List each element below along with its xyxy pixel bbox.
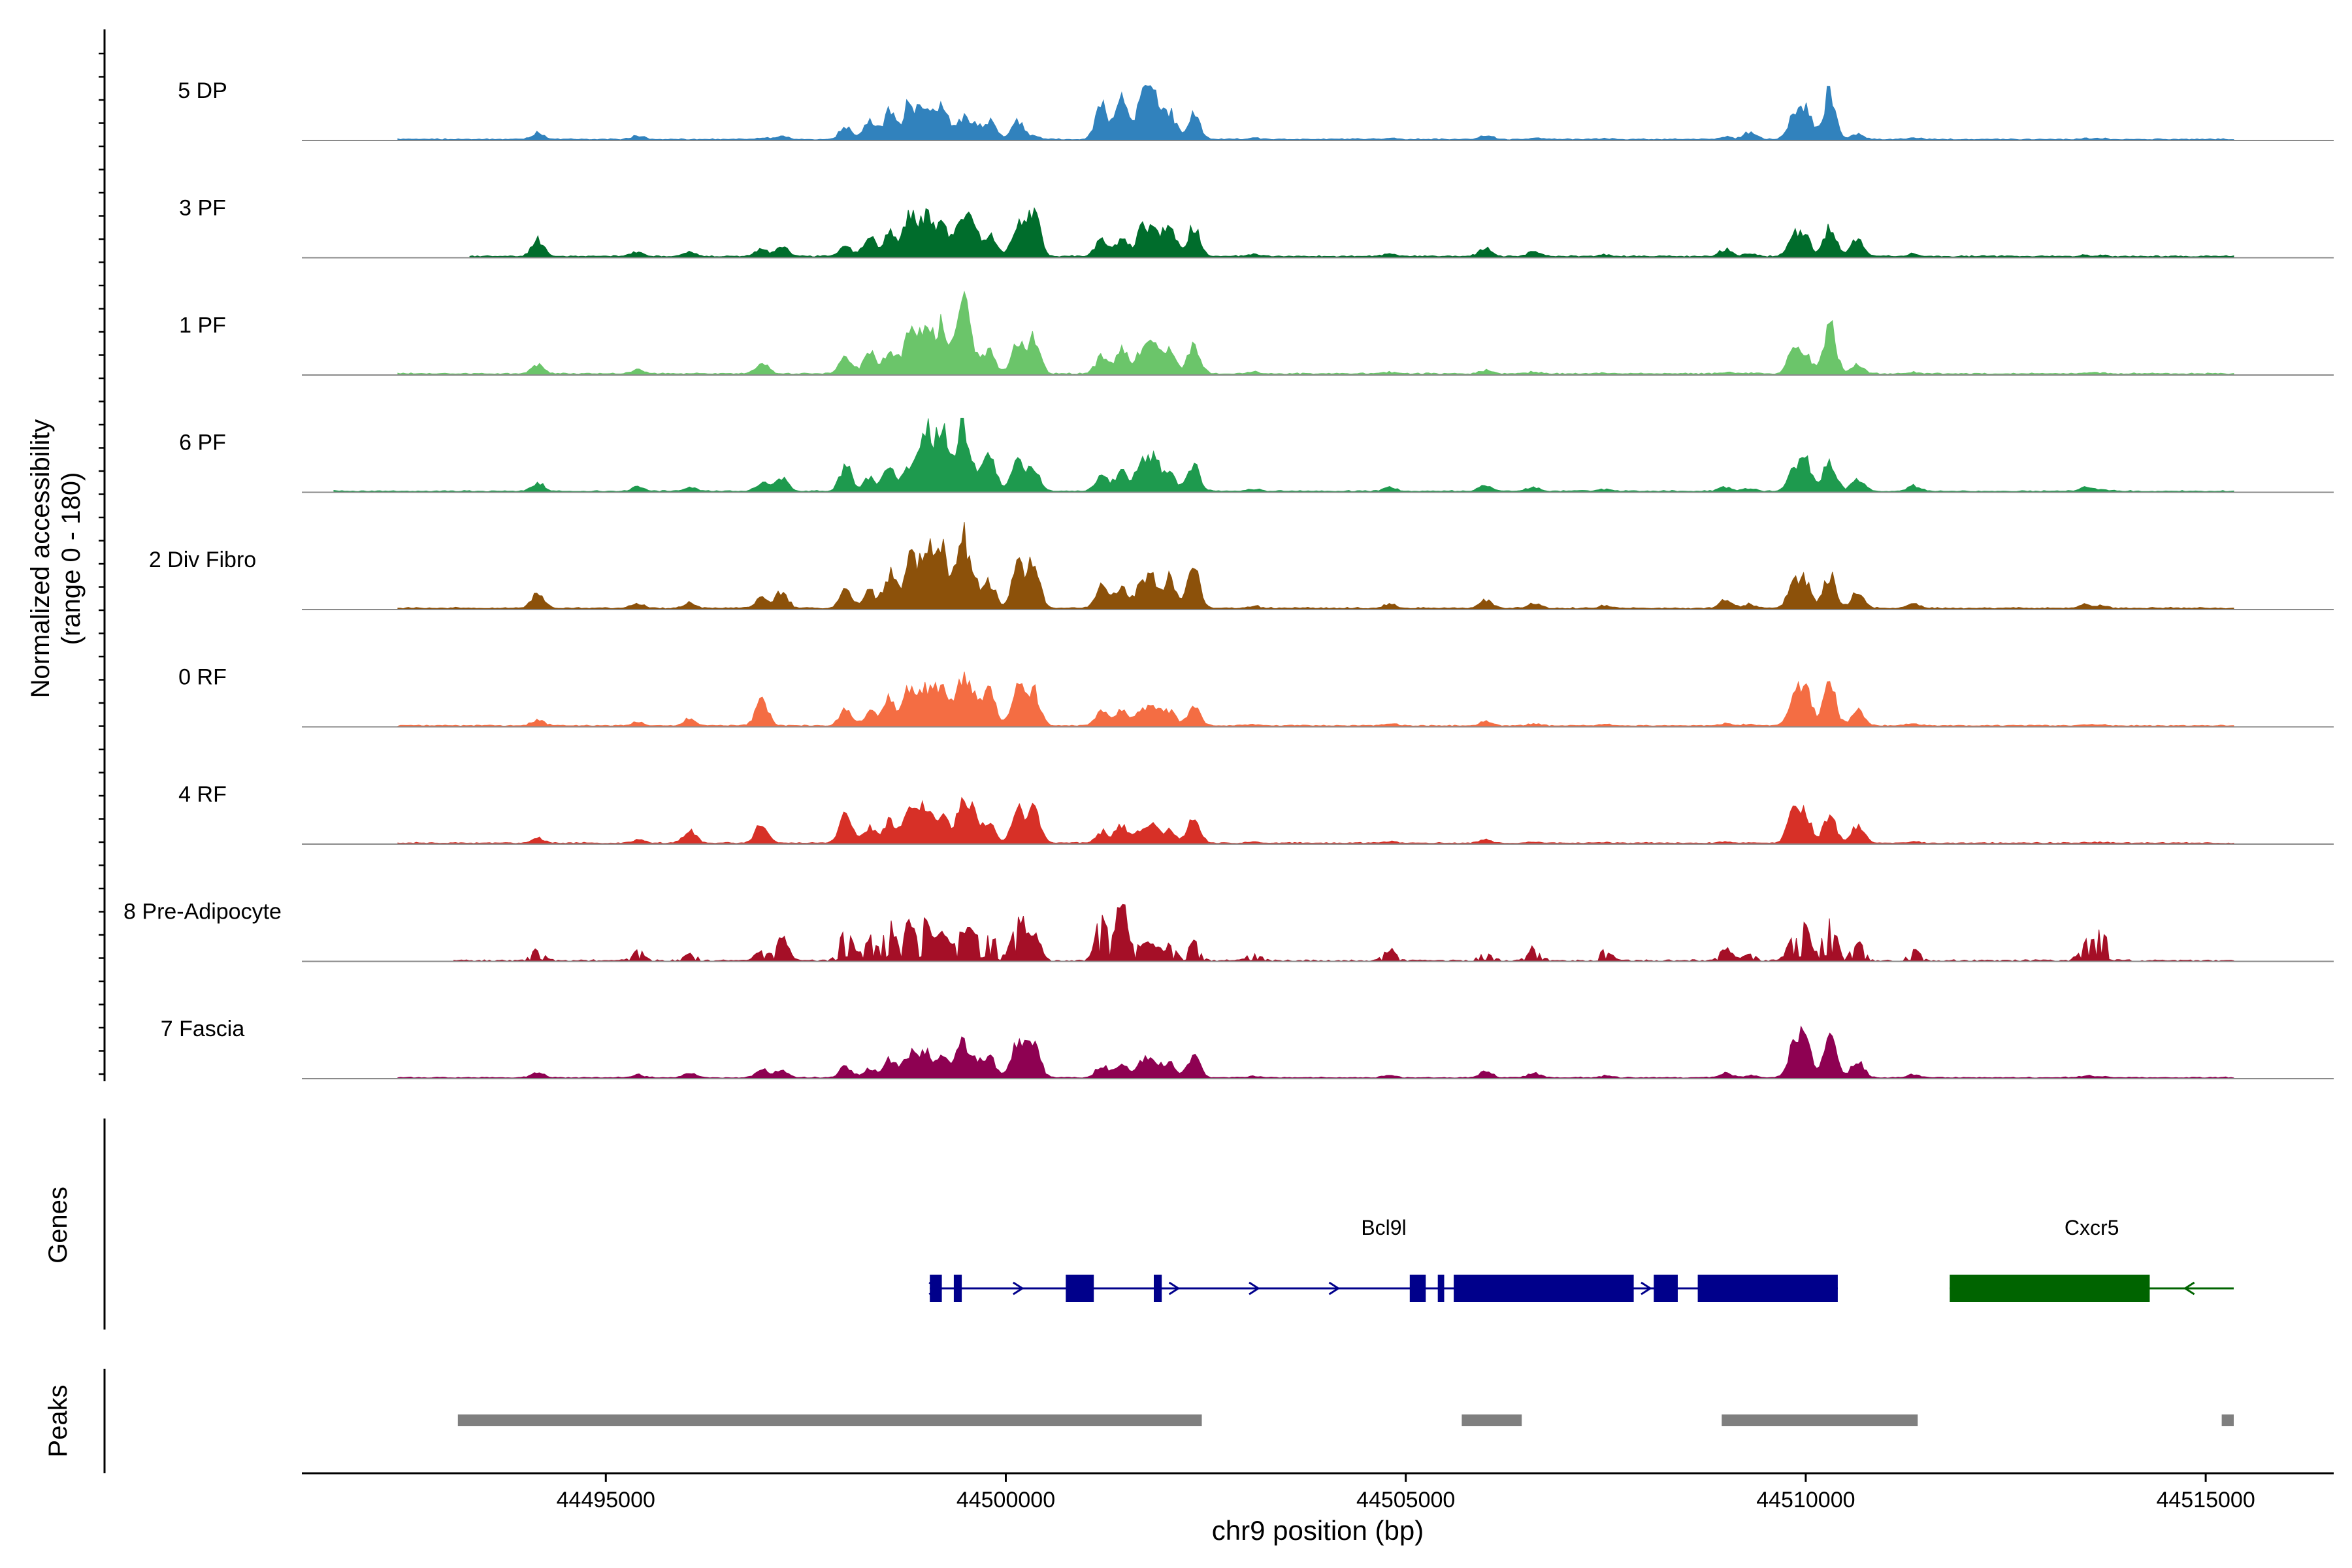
coverage-y-ticks	[99, 52, 105, 1075]
strand-arrow-bcl9l	[1249, 1281, 1260, 1296]
track-label-8-pre-adipocyte: 8 Pre-Adipocyte	[123, 900, 282, 924]
x-tick-label: 44510000	[1756, 1488, 1855, 1512]
track-label-1-pf: 1 PF	[179, 313, 226, 338]
strand-arrow-bcl9l	[1641, 1281, 1652, 1296]
gene-bcl9l: Bcl9l	[928, 1216, 1838, 1302]
gene-name-cxcr5: Cxcr5	[2065, 1216, 2119, 1239]
peaks-track	[457, 1414, 2234, 1426]
coverage-tracks	[302, 84, 2334, 1079]
coverage-area-5-dp	[397, 84, 2234, 141]
coverage-area-2-div-fibro	[397, 522, 2234, 610]
x-tick-label: 44495000	[557, 1488, 655, 1512]
gene-exon-bcl9l	[1066, 1275, 1094, 1302]
panel-labels: 5 DP 3 PF 1 PF 6 PF 2 Div Fibro 0 RF 4 RF 8 Pre…	[123, 78, 282, 1041]
peaks-track-label: Peaks	[44, 1384, 73, 1457]
gene-name-bcl9l: Bcl9l	[1361, 1216, 1406, 1239]
coverage-area-7-fascia	[397, 1025, 2234, 1079]
strand-arrow-bcl9l	[928, 1281, 941, 1296]
coverage-area-3-pf	[469, 207, 2234, 258]
y-axis-label-line1: Normalized accessibility	[26, 419, 55, 698]
y-axis-label-line2: (range 0 - 180)	[57, 472, 86, 645]
track-label-4-rf: 4 RF	[178, 782, 227, 807]
track-label-2-div-fibro: 2 Div Fibro	[149, 547, 256, 572]
gene-exon-bcl9l	[953, 1275, 962, 1302]
x-axis-ticks: 44495000 44500000 44505000 44510000 44515000	[557, 1473, 2255, 1512]
gene-exon-bcl9l	[930, 1275, 942, 1302]
coverage-area-4-rf	[397, 796, 2234, 845]
strand-arrow-cxcr5	[2183, 1281, 2195, 1296]
peak-region	[2221, 1414, 2234, 1426]
x-tick-label: 44515000	[2156, 1488, 2255, 1512]
gene-exon-bcl9l	[1454, 1275, 1634, 1302]
x-tick-label: 44505000	[1356, 1488, 1455, 1512]
track-label-5-dp: 5 DP	[178, 78, 227, 103]
gene-exon-bcl9l	[1409, 1275, 1426, 1302]
x-axis-title: chr9 position (bp)	[1212, 1515, 1424, 1546]
coverage-area-1-pf	[397, 290, 2234, 376]
gene-exon-bcl9l	[1154, 1275, 1162, 1302]
genes-track-label: Genes	[44, 1186, 73, 1264]
genes-track: Bcl9l Cxcr5	[928, 1216, 2234, 1302]
gene-exon-bcl9l	[1697, 1275, 1838, 1302]
peak-region	[1722, 1414, 1918, 1426]
coverage-area-0-rf	[397, 672, 2234, 727]
gene-exon-bcl9l	[1654, 1275, 1678, 1302]
track-label-0-rf: 0 RF	[178, 665, 227, 690]
x-tick-label: 44500000	[956, 1488, 1055, 1512]
strand-arrow-bcl9l	[1328, 1281, 1341, 1296]
track-label-6-pf: 6 PF	[179, 431, 226, 455]
peak-region	[457, 1414, 1202, 1426]
strand-arrow-bcl9l	[1168, 1281, 1181, 1296]
peak-region	[1462, 1414, 1522, 1426]
strand-arrow-bcl9l	[1013, 1281, 1024, 1296]
track-label-3-pf: 3 PF	[179, 196, 226, 221]
track-label-7-fascia: 7 Fascia	[161, 1017, 245, 1041]
coverage-area-6-pf	[333, 417, 2234, 493]
gene-cxcr5: Cxcr5	[1950, 1216, 2234, 1302]
gene-exon-cxcr5	[1950, 1275, 2150, 1302]
gene-exon-bcl9l	[1437, 1275, 1445, 1302]
